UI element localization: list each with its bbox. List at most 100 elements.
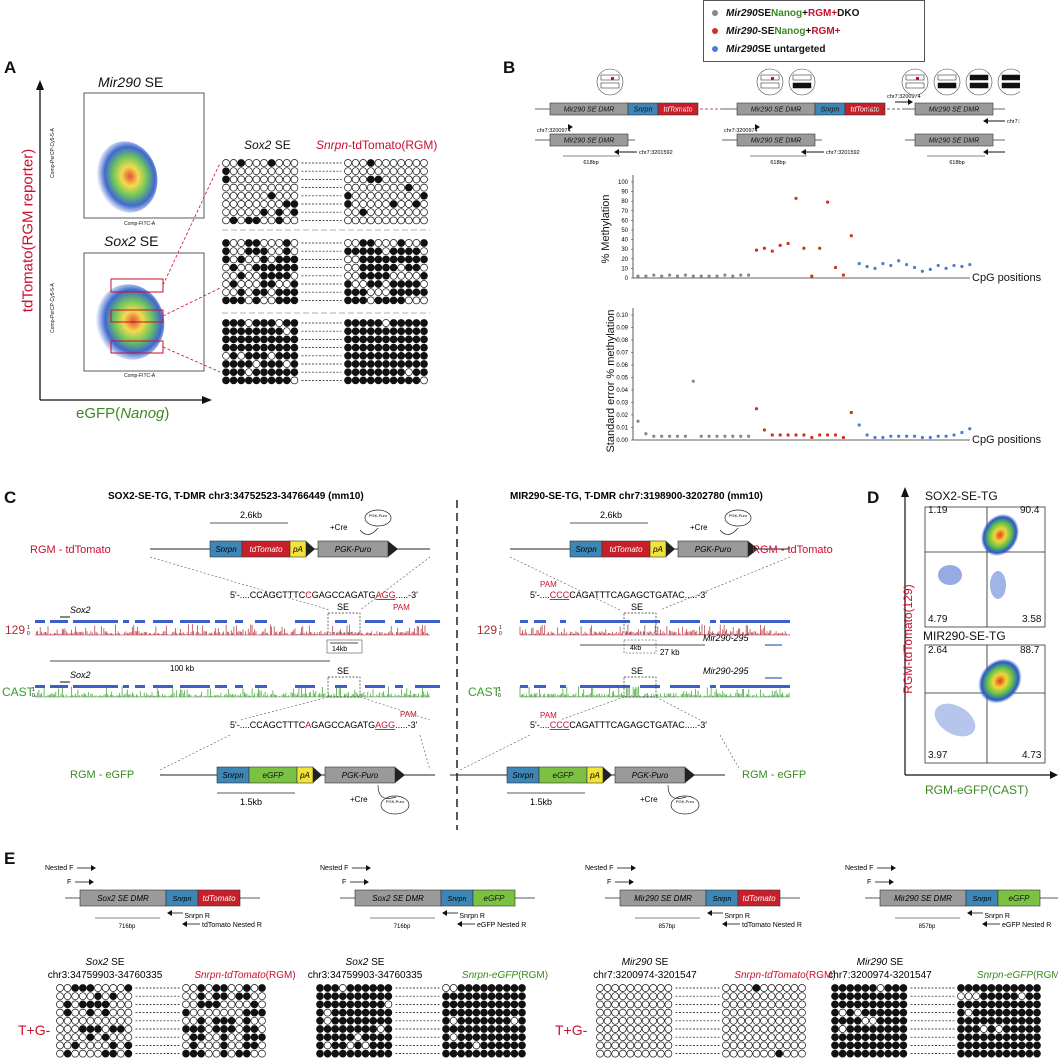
cpg-circle xyxy=(212,1041,221,1050)
cpg-circle xyxy=(189,1016,198,1025)
svg-text:Mir290 SE DMR: Mir290 SE DMR xyxy=(564,138,615,145)
cpg-circle xyxy=(603,1033,612,1042)
cpg-circle xyxy=(382,159,390,167)
cpg-circle xyxy=(361,992,370,1001)
svg-text:100 kb: 100 kb xyxy=(170,664,195,673)
cpg-circle xyxy=(518,984,526,992)
svg-text:1: 1 xyxy=(32,687,35,693)
point-se xyxy=(968,427,972,431)
cpg-circle xyxy=(260,343,268,352)
cpg-circle xyxy=(282,280,291,288)
legend-text: -SE xyxy=(757,25,775,37)
cpg-circle xyxy=(782,984,791,992)
c-content: SOX2-SE-TG, T-DMR chr3:34752523-34766449… xyxy=(2,491,833,815)
cpg-circle xyxy=(1010,1033,1019,1042)
svg-text:Nested F: Nested F xyxy=(845,865,873,872)
cpg-circle xyxy=(220,1033,228,1042)
cpg-circle xyxy=(71,1016,80,1025)
svg-text:Sox2 SE: Sox2 SE xyxy=(346,957,385,968)
svg-text:+Cre: +Cre xyxy=(350,795,368,804)
cpg-circle xyxy=(267,351,276,360)
cpg-circle xyxy=(420,360,428,368)
cpg-circle xyxy=(487,992,496,1001)
cpg-circle xyxy=(222,208,230,217)
y2-tick: 0.03 xyxy=(616,401,628,407)
cpg-circle xyxy=(344,319,352,327)
cpg-circle xyxy=(260,208,268,217)
cpg-circle xyxy=(775,1041,784,1050)
a-x-label-end: ) xyxy=(164,405,170,422)
cpg-circle xyxy=(189,1000,198,1009)
point-methylation xyxy=(810,274,814,278)
d-bottom-ur: 88.7 xyxy=(1020,645,1040,656)
cpg-circle xyxy=(884,1033,893,1042)
cpg-circle xyxy=(487,1025,496,1033)
cpg-circle xyxy=(1033,1008,1041,1017)
point-se xyxy=(683,434,687,438)
cpg-circle xyxy=(344,296,352,305)
cpg-circle xyxy=(86,1041,95,1050)
panel-label-d: D xyxy=(867,488,880,507)
cpg-circle xyxy=(420,239,428,247)
cpg-circle xyxy=(282,351,291,360)
cpg-circle xyxy=(404,296,413,305)
legend-rgm: RGM+ xyxy=(807,7,838,19)
cpg-circle xyxy=(995,992,1003,1001)
cpg-circle xyxy=(197,984,206,992)
cpg-circle xyxy=(596,1016,604,1025)
cpg-circle xyxy=(397,271,406,280)
cpg-circle xyxy=(831,1000,839,1009)
cpg-circle xyxy=(649,984,658,992)
cpg-circle xyxy=(884,1049,893,1058)
cpg-circle xyxy=(237,335,246,344)
cpg-circle xyxy=(611,1033,620,1042)
cpg-circle xyxy=(831,1041,839,1050)
cpg-circle xyxy=(404,159,413,167)
cpg-circle xyxy=(384,1025,393,1033)
cpg-circle xyxy=(979,1000,988,1009)
point-methylation xyxy=(652,273,656,277)
cpg-circle xyxy=(374,368,383,377)
cpg-circle xyxy=(382,239,390,247)
cpg-circle xyxy=(229,319,238,327)
cpg-circle xyxy=(182,1049,190,1058)
point-methylation xyxy=(707,274,711,278)
d-bottom-ll: 3.97 xyxy=(928,750,948,761)
cpg-circle xyxy=(449,1016,458,1025)
cpg-circle xyxy=(227,1041,236,1050)
cpg-circle xyxy=(510,1016,519,1025)
cpg-circle xyxy=(442,1016,450,1025)
cpg-circle xyxy=(649,1008,658,1017)
cpg-circle xyxy=(351,200,360,208)
point-methylation xyxy=(770,249,774,253)
cpg-circle xyxy=(397,263,406,272)
cpg-circle xyxy=(359,239,368,247)
svg-text:CAST: CAST xyxy=(468,685,501,699)
cpg-circle xyxy=(412,376,421,385)
cpg-circle xyxy=(275,280,284,288)
cpg-circle xyxy=(798,992,806,1001)
cpg-circle xyxy=(449,1033,458,1042)
cpg-circle xyxy=(442,1025,450,1033)
cpg-circle xyxy=(729,1049,738,1058)
cpg-circle xyxy=(344,208,352,217)
cpg-circle xyxy=(869,1025,877,1033)
cpg-circle xyxy=(229,296,238,305)
cpg-circle xyxy=(227,1049,236,1058)
point-se xyxy=(786,433,790,437)
cpg-circle xyxy=(420,191,428,200)
c-sequence: 5'-....CCAGCTTTCCGAGCCAGATGAGG.....-3' xyxy=(230,590,418,600)
cpg-circle xyxy=(899,992,908,1001)
cpg-circle xyxy=(664,992,673,1001)
cpg-circle xyxy=(369,1033,378,1042)
svg-text:Snrpn: Snrpn xyxy=(215,545,237,554)
point-methylation xyxy=(723,273,727,277)
cpg-circle xyxy=(1017,1025,1026,1033)
cpg-circle xyxy=(495,1041,504,1050)
cpg-circle xyxy=(382,263,390,272)
cpg-circle xyxy=(222,335,230,344)
svg-text:0: 0 xyxy=(27,631,30,637)
cpg-circle xyxy=(235,984,244,992)
cpg-circle xyxy=(220,1008,228,1017)
point-se xyxy=(778,433,782,437)
